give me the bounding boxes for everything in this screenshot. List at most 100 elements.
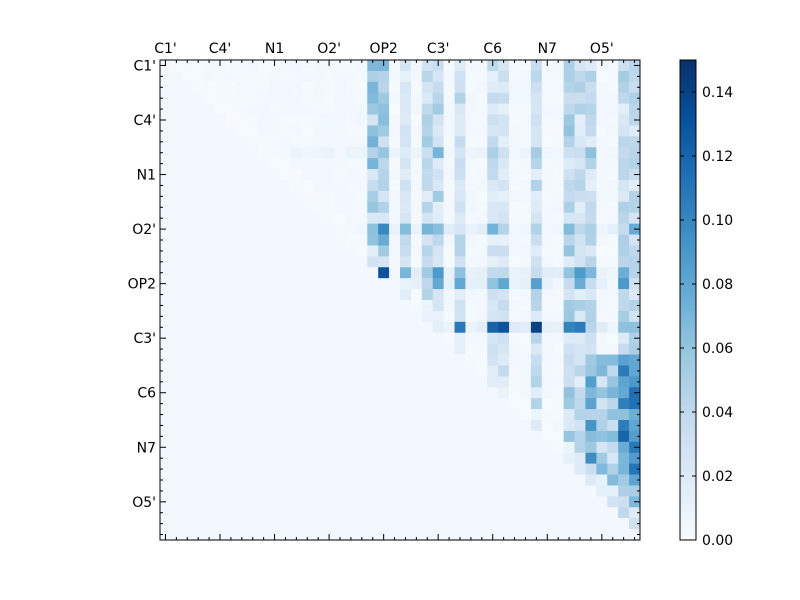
heatmap-cell [367, 376, 379, 388]
heatmap-cell [487, 332, 499, 344]
heatmap-cell [192, 245, 204, 257]
heatmap-cell [520, 343, 532, 355]
heatmap-cell [334, 169, 346, 181]
heatmap-cell [225, 474, 237, 486]
heatmap-cell [334, 289, 346, 301]
heatmap-cell [389, 354, 401, 366]
heatmap-cell [312, 190, 324, 203]
heatmap-cell [421, 441, 434, 454]
heatmap-cell [530, 245, 543, 257]
heatmap-cell [421, 300, 434, 312]
heatmap-cell [509, 278, 521, 290]
heatmap-cell [192, 321, 204, 334]
heatmap-cell [312, 125, 324, 137]
y-tick-label: O5' [132, 495, 156, 511]
heatmap-cell [269, 409, 281, 421]
heatmap-cell [290, 474, 303, 486]
heatmap-cell [323, 169, 335, 181]
heatmap-cell [541, 158, 554, 170]
heatmap-cell [607, 485, 619, 497]
heatmap-cell [629, 289, 641, 301]
heatmap-cell [498, 365, 510, 377]
heatmap-cell [607, 147, 619, 159]
heatmap-cell [607, 114, 619, 126]
heatmap-cell [247, 180, 259, 192]
heatmap-cell [247, 376, 259, 388]
heatmap-cell [323, 387, 335, 399]
heatmap-cell [596, 332, 608, 344]
heatmap-cell [247, 234, 259, 246]
heatmap-cell [563, 518, 575, 530]
heatmap-cell [618, 430, 630, 443]
heatmap-cell [378, 278, 390, 290]
heatmap-cell [552, 365, 564, 377]
heatmap-cell [258, 529, 270, 541]
heatmap-cell [214, 354, 226, 366]
heatmap-cell [530, 343, 543, 355]
heatmap-cell [421, 169, 434, 181]
heatmap-cell [258, 310, 270, 323]
heatmap-cell [323, 310, 335, 323]
heatmap-cell [323, 343, 335, 355]
heatmap-cell [192, 409, 204, 421]
heatmap-cell [301, 365, 314, 377]
heatmap-cell [585, 180, 597, 192]
heatmap-cell [541, 354, 554, 366]
heatmap-cell [487, 365, 499, 377]
heatmap-cell [181, 463, 194, 475]
heatmap-cell [596, 387, 608, 399]
heatmap-cell [563, 485, 575, 497]
heatmap-cell [563, 267, 575, 279]
heatmap-cell [356, 158, 368, 170]
heatmap-cell [334, 92, 346, 104]
heatmap-cell [618, 485, 630, 497]
heatmap-cell [465, 81, 477, 94]
heatmap-cell [236, 158, 248, 170]
heatmap-cell [301, 267, 314, 279]
heatmap-cell [312, 365, 324, 377]
heatmap-cell [290, 81, 303, 94]
heatmap-cell [378, 452, 390, 464]
heatmap-cell [170, 474, 183, 486]
heatmap-cell [629, 180, 641, 192]
heatmap-cell [443, 245, 455, 257]
heatmap-cell [454, 234, 466, 246]
heatmap-cell [334, 474, 346, 486]
heatmap-cell [596, 136, 608, 148]
heatmap-cell [465, 180, 477, 192]
heatmap-cell [487, 343, 499, 355]
heatmap-cell [203, 376, 215, 388]
heatmap-cell [454, 125, 466, 137]
heatmap-cell [563, 245, 575, 257]
heatmap-cell [160, 103, 172, 115]
heatmap-cell [563, 529, 575, 541]
heatmap-cell [214, 136, 226, 148]
heatmap-cell [192, 354, 204, 366]
heatmap-cell [389, 485, 401, 497]
heatmap-cell [552, 190, 564, 203]
heatmap-cell [541, 398, 554, 410]
heatmap-cell [498, 70, 510, 83]
heatmap-cell [181, 474, 194, 486]
heatmap-cell [465, 463, 477, 475]
heatmap-cell [520, 278, 532, 290]
heatmap-cell [280, 158, 292, 170]
heatmap-cell [400, 278, 412, 290]
heatmap-cell [596, 310, 608, 323]
heatmap-cell [574, 452, 586, 464]
heatmap-cell [443, 70, 455, 83]
heatmap-cell [160, 474, 172, 486]
heatmap-cell [280, 169, 292, 181]
heatmap-cell [236, 409, 248, 421]
heatmap-cell [552, 376, 564, 388]
heatmap-cell [574, 278, 586, 290]
heatmap-cell [509, 420, 521, 432]
heatmap-cell [236, 169, 248, 181]
heatmap-cell [487, 180, 499, 192]
heatmap-cell [356, 234, 368, 246]
heatmap-cell [334, 267, 346, 279]
heatmap-cell [323, 267, 335, 279]
heatmap-cell [476, 201, 488, 214]
x-tick-label: C1' [154, 41, 177, 57]
heatmap-cell [170, 441, 183, 454]
